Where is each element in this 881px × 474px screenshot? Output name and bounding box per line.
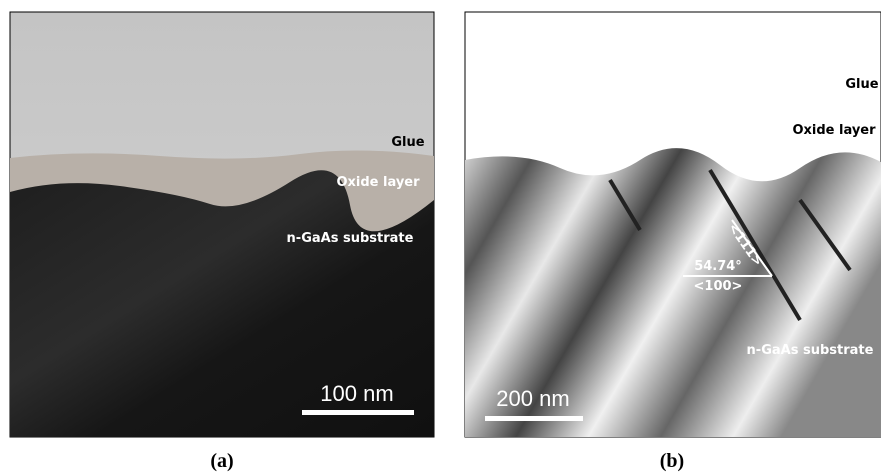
scale-bar: [302, 410, 414, 415]
scale-bar: [485, 416, 583, 421]
label: 54.74°: [694, 259, 742, 274]
label: Oxide layer: [792, 123, 876, 138]
caption: (a): [210, 450, 233, 472]
panel-b: Glue Oxide layer 54.74° <100> <111> n-Ga…: [465, 12, 881, 437]
panel-a: Glue Oxide layer n-GaAs substrate 100 nm: [10, 12, 434, 437]
label: Glue: [845, 77, 878, 92]
label: <100>: [694, 279, 743, 294]
scale-label: 100 nm: [320, 381, 393, 406]
scale-label: 200 nm: [496, 386, 569, 411]
label: n-GaAs substrate: [287, 231, 414, 246]
label: Glue: [391, 135, 424, 150]
label: n-GaAs substrate: [747, 343, 874, 358]
figure: Glue Oxide layer n-GaAs substrate 100 nm…: [0, 0, 881, 474]
label: Oxide layer: [336, 175, 420, 190]
caption: (b): [660, 450, 684, 472]
